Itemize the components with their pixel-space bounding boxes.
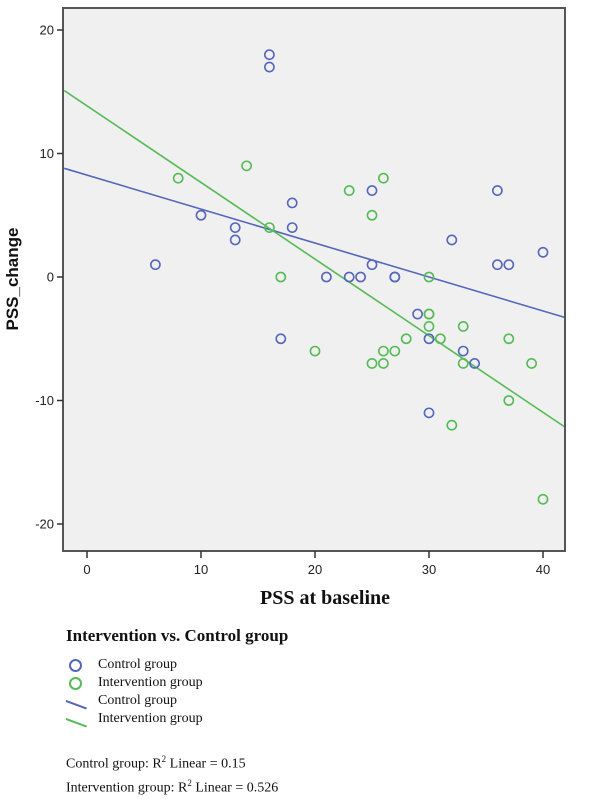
y-tick-label: 10 [40,146,54,161]
data-point-control [389,271,401,283]
data-point-intervention [537,493,549,505]
r2-intervention: Intervention group: R2 Linear = 0.526 [66,777,279,796]
scatter-chart: -20 -10 0 10 20 0 10 20 30 40 PSS_change PSS at … [3,7,566,609]
data-point-intervention [526,358,537,369]
data-points [149,49,549,505]
data-point-intervention [241,160,252,172]
data-point-control [263,61,275,73]
x-tick-label: 10 [194,562,208,577]
fit-line-intervention [64,89,564,428]
data-point-intervention [423,271,435,283]
legend-label: Control group [98,693,177,708]
data-point-control [195,209,207,221]
data-point-control [491,259,503,271]
data-point-intervention [172,172,184,184]
circle-marker-icon [66,656,88,674]
data-point-intervention [377,358,389,369]
data-point-intervention [389,345,401,357]
x-tick-label: 20 [308,562,322,577]
data-point-intervention [377,345,389,357]
data-point-control [457,345,469,357]
data-point-control [275,333,287,345]
data-point-intervention [457,358,469,369]
data-point-control [423,333,435,345]
data-point-control [343,271,355,283]
data-point-control [446,234,458,246]
data-point-control [412,308,423,320]
data-point-control [149,259,161,271]
data-point-intervention [457,320,469,332]
line-marker-icon [65,692,88,710]
y-tick-label: -20 [35,517,54,532]
data-point-intervention [423,308,435,320]
data-point-intervention [263,222,275,233]
data-point-intervention [343,185,355,196]
legend-item: Intervention group [65,710,288,728]
r2-control: Control group: R2 Linear = 0.15 [66,754,246,772]
data-point-control [366,259,378,271]
data-point-control [503,259,515,271]
legend-item: Intervention group [66,674,288,692]
data-point-control [229,222,241,233]
data-point-control [537,246,549,258]
data-point-intervention [377,172,389,184]
y-tick-label: 20 [40,23,54,38]
x-axis-title: PSS at baseline [260,587,390,609]
data-point-control [263,49,275,61]
legend-item: Control group [66,656,288,674]
x-tick-label: 0 [83,562,90,577]
line-marker-icon [65,710,88,728]
data-point-intervention [366,209,378,221]
data-point-control [491,185,503,196]
legend-title: Intervention vs. Control group [66,626,289,645]
y-tick-label: 0 [47,270,54,285]
data-point-intervention [446,419,458,431]
data-point-control [320,271,332,283]
data-point-control [355,271,366,283]
y-tick-label: -10 [35,393,54,408]
data-point-intervention [400,333,412,345]
data-point-intervention [275,271,287,283]
legend-label: Intervention group [98,711,203,726]
y-axis-title: PSS_change [3,228,22,331]
legend-label: Intervention group [98,675,203,690]
data-point-control [366,185,378,196]
data-point-control [286,197,298,209]
data-point-control [423,407,435,419]
x-tick-label: 40 [536,562,550,577]
y-axis: -20 -10 0 10 20 [35,23,63,532]
legend-item: Control group [65,692,288,710]
x-tick-label: 30 [422,562,436,577]
legend-label: Control group [98,657,177,672]
data-point-intervention [434,333,446,345]
data-point-intervention [503,395,515,406]
r2-annotations: Control group: R2 Linear = 0.15 Interven… [66,750,288,797]
fit-lines [64,89,564,428]
data-point-intervention [309,345,321,357]
legend: Intervention vs. Control group Control g… [65,626,289,797]
data-point-control [229,234,241,246]
plot-area [62,7,566,552]
data-point-intervention [366,358,378,369]
data-point-intervention [503,333,515,345]
data-point-intervention [423,320,435,332]
data-point-control [469,358,480,369]
data-point-control [286,222,298,233]
fit-line-control [64,167,564,319]
x-axis: 0 10 20 30 40 [83,551,550,577]
circle-marker-icon [66,674,88,692]
